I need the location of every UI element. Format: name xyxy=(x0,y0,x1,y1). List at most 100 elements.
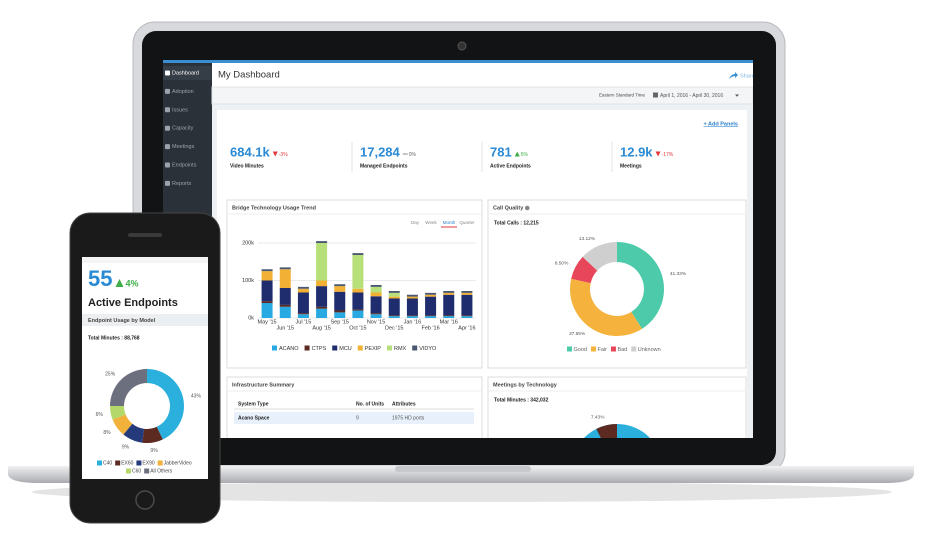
share-icon xyxy=(729,72,738,79)
bar-segment xyxy=(352,288,364,293)
legend-swatch xyxy=(126,468,131,474)
donut-segment xyxy=(569,278,642,336)
legend-label: PEXIP xyxy=(365,346,382,352)
y-tick-label: 0k xyxy=(248,315,254,321)
phone-home-button xyxy=(135,490,155,510)
bar-segment xyxy=(425,316,437,318)
bar-segment xyxy=(406,298,418,316)
range-tab[interactable]: Day xyxy=(411,220,420,225)
bar-segment xyxy=(334,312,346,318)
x-tick-label: Jun '15 xyxy=(276,325,294,331)
panel xyxy=(487,199,747,369)
bar-segment xyxy=(334,284,346,287)
bar-segment xyxy=(297,288,309,293)
add-panels[interactable]: + Add Panels xyxy=(704,121,739,127)
sidebar-item[interactable]: Dashboard xyxy=(172,70,199,76)
total-label: Total Calls : 12,215 xyxy=(494,220,539,226)
total-label: Total Minutes : 88,768 xyxy=(88,335,140,341)
kpi-label: Active Endpoints xyxy=(490,163,531,169)
laptop-notch xyxy=(395,466,531,472)
date-range[interactable]: April 1, 2016 - April 30, 2016 xyxy=(660,93,723,99)
x-tick-label: May '15 xyxy=(258,319,277,325)
calendar-icon xyxy=(653,92,658,98)
donut-segment xyxy=(147,369,185,440)
bar-segment xyxy=(297,314,309,318)
bar-segment xyxy=(261,269,273,272)
sidebar-item[interactable]: Issues xyxy=(172,107,188,113)
sidebar-item[interactable]: Meetings xyxy=(172,144,195,150)
donut-label: 9% xyxy=(122,445,130,451)
sidebar-item[interactable]: Endpoints xyxy=(172,162,197,168)
donut-segment xyxy=(571,256,598,284)
bar-segment xyxy=(352,253,364,255)
metric-label: Active Endpoints xyxy=(88,297,178,309)
sidebar-icon xyxy=(165,144,170,150)
row-highlight xyxy=(234,412,474,424)
toolbar xyxy=(211,86,753,105)
legend-label: Bad xyxy=(617,347,627,353)
range-tab[interactable]: Month xyxy=(443,220,456,225)
timezone: Eastern Standard Time xyxy=(599,93,646,98)
help-icon xyxy=(524,205,530,211)
legend-swatch xyxy=(412,345,418,351)
bar-segment xyxy=(297,286,309,289)
bar-segment xyxy=(388,292,400,297)
panel-title: Call Quality xyxy=(493,205,524,211)
sidebar-item[interactable]: Reports xyxy=(172,181,192,187)
donut-label: 43% xyxy=(191,394,202,400)
legend-label: C60 xyxy=(132,468,141,474)
arrow-down xyxy=(655,151,661,157)
x-tick-label: Nov '15 xyxy=(367,319,385,325)
legend-label: RMX xyxy=(394,346,407,352)
sidebar-icon xyxy=(165,88,170,94)
donut-segment xyxy=(110,406,126,420)
sidebar-item[interactable]: Adoption xyxy=(172,89,194,95)
kpi-label: Managed Endpoints xyxy=(360,163,408,169)
x-tick-label: Apr '16 xyxy=(458,325,475,331)
bar-segment xyxy=(316,306,328,309)
share-link[interactable]: Share xyxy=(740,73,755,79)
page-title: My Dashboard xyxy=(218,70,280,81)
bar-segment xyxy=(461,294,473,316)
camera xyxy=(457,41,467,51)
x-tick-label: Jan '16 xyxy=(404,319,422,325)
bar-segment xyxy=(279,288,291,305)
bar-segment xyxy=(370,292,382,297)
section-band xyxy=(82,314,208,326)
section-title: Endpoint Usage by Model xyxy=(88,318,156,324)
sidebar-item[interactable]: Capacity xyxy=(172,126,194,132)
bar-segment xyxy=(461,291,473,293)
sidebar-icon xyxy=(165,70,170,76)
bar-segment xyxy=(425,292,437,295)
donut-label: 7.43% xyxy=(591,415,605,421)
bar-segment xyxy=(388,296,400,299)
donut-label: 41.33% xyxy=(670,271,687,277)
range-tab[interactable]: Quarter xyxy=(459,220,475,225)
donut-label: 6% xyxy=(96,412,104,418)
sidebar-icon xyxy=(165,162,170,168)
bar-segment xyxy=(443,315,455,317)
arrow-up xyxy=(115,279,124,287)
legend-swatch xyxy=(631,346,637,352)
bar-segment xyxy=(261,280,273,302)
donut-label: 9% xyxy=(150,448,158,454)
laptop-base xyxy=(8,466,914,483)
bar-segment xyxy=(261,301,273,303)
kpi-value: 684.1k xyxy=(230,144,271,159)
bar-segment xyxy=(334,291,346,311)
table-cell: 1975 HD ports xyxy=(392,415,425,421)
sidebar-icon xyxy=(165,107,170,113)
bar-segment xyxy=(461,292,473,295)
bar-segment xyxy=(334,286,346,292)
legend-label: Unknown xyxy=(638,347,661,353)
donut-label: 8.50% xyxy=(555,261,569,267)
kpi-change: 0% xyxy=(409,152,417,158)
legend-swatch xyxy=(157,460,163,466)
column-header: Attributes xyxy=(392,401,416,407)
range-tab[interactable]: Week xyxy=(425,220,437,225)
bar-segment xyxy=(352,310,364,318)
x-tick-label: Dec '15 xyxy=(385,325,403,331)
donut-label: 37.65% xyxy=(569,331,586,337)
bar-segment xyxy=(261,271,273,281)
